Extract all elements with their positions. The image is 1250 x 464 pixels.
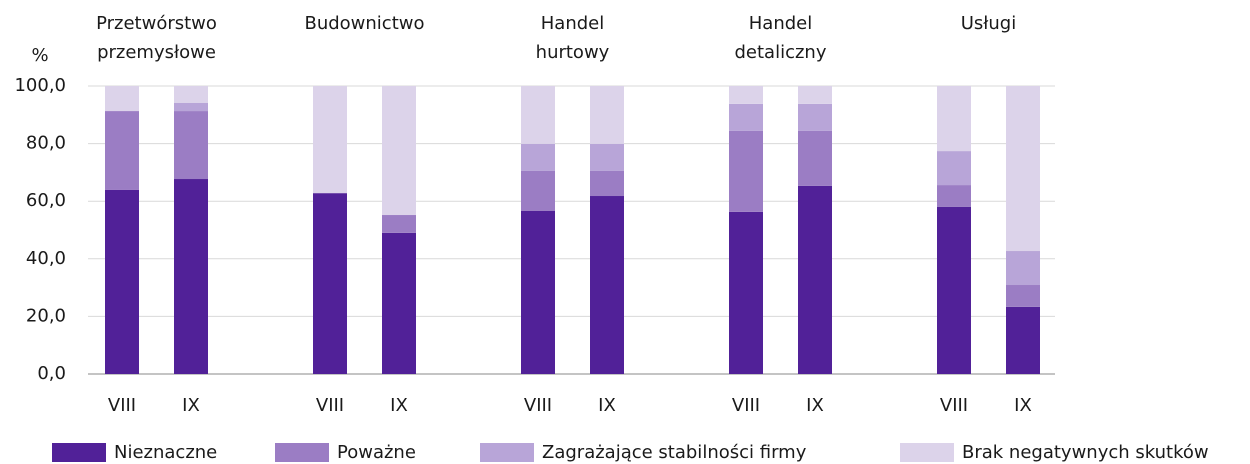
bar-segment: [521, 170, 555, 211]
bar-segment: [729, 211, 763, 374]
x-tick-label: VIII: [108, 395, 136, 416]
legend-swatch: [900, 443, 954, 462]
x-tick-label: IX: [1014, 395, 1032, 416]
bar-segment: [382, 86, 416, 216]
bar-segment: [798, 86, 832, 104]
bar-segment: [590, 86, 624, 144]
legend-swatch: [52, 443, 106, 462]
bar-segment: [729, 103, 763, 131]
group-label: hurtowy: [536, 42, 610, 63]
x-tick-label: IX: [390, 395, 408, 416]
bar-segment: [590, 170, 624, 197]
group-label: przemysłowe: [97, 42, 216, 63]
x-tick-label: VIII: [316, 395, 344, 416]
bar-segment: [313, 86, 347, 194]
bar-segment: [1006, 285, 1040, 307]
group-label: Usługi: [961, 13, 1017, 34]
x-tick-label: IX: [806, 395, 824, 416]
bar-segment: [521, 86, 555, 144]
x-tick-label: IX: [598, 395, 616, 416]
bar-segment: [1006, 251, 1040, 286]
y-axis-label: %: [31, 45, 48, 66]
bar-segment: [174, 111, 208, 180]
bar-segment: [590, 143, 624, 171]
y-tick-label: 20,0: [26, 305, 66, 326]
bar-segment: [729, 130, 763, 212]
bar-segment: [590, 196, 624, 374]
bar-segment: [798, 130, 832, 186]
bar-segment: [937, 206, 971, 374]
bar-segment: [174, 102, 208, 112]
x-tick-label: IX: [182, 395, 200, 416]
group-label: Handel: [749, 13, 812, 34]
bar-segment: [798, 103, 832, 131]
bar-segment: [937, 86, 971, 152]
y-tick-label: 60,0: [26, 190, 66, 211]
y-tick-label: 80,0: [26, 133, 66, 154]
bar-segment: [937, 185, 971, 207]
bar-segment: [1006, 306, 1040, 374]
y-tick-label: 40,0: [26, 248, 66, 269]
legend-swatch: [480, 443, 534, 462]
bar-segment: [105, 189, 139, 374]
bar-segment: [105, 111, 139, 190]
legend-label: Nieznaczne: [114, 442, 217, 463]
legend-label: Brak negatywnych skutków: [962, 442, 1209, 463]
bar-segment: [313, 193, 347, 374]
legend-label: Zagrażające stabilności firmy: [542, 442, 807, 463]
x-tick-label: VIII: [940, 395, 968, 416]
bar-segment: [937, 151, 971, 186]
bar-segment: [174, 86, 208, 103]
group-label: Budownictwo: [304, 13, 424, 34]
bar-segment: [1006, 86, 1040, 252]
group-label: Przetwórstwo: [96, 13, 217, 34]
bar-segment: [174, 179, 208, 374]
group-label: Handel: [541, 13, 604, 34]
bar-segment: [729, 86, 763, 104]
group-label: detaliczny: [735, 42, 827, 63]
x-tick-label: VIII: [524, 395, 552, 416]
bar-segment: [382, 215, 416, 233]
legend-label: Poważne: [337, 442, 416, 463]
x-tick-label: VIII: [732, 395, 760, 416]
bar-segment: [798, 185, 832, 374]
bar-segment: [382, 232, 416, 374]
bar-segment: [105, 86, 139, 112]
y-tick-label: 0,0: [37, 363, 66, 384]
legend-swatch: [275, 443, 329, 462]
y-tick-label: 100,0: [14, 75, 66, 96]
bar-segment: [521, 210, 555, 374]
bar-segment: [521, 143, 555, 171]
